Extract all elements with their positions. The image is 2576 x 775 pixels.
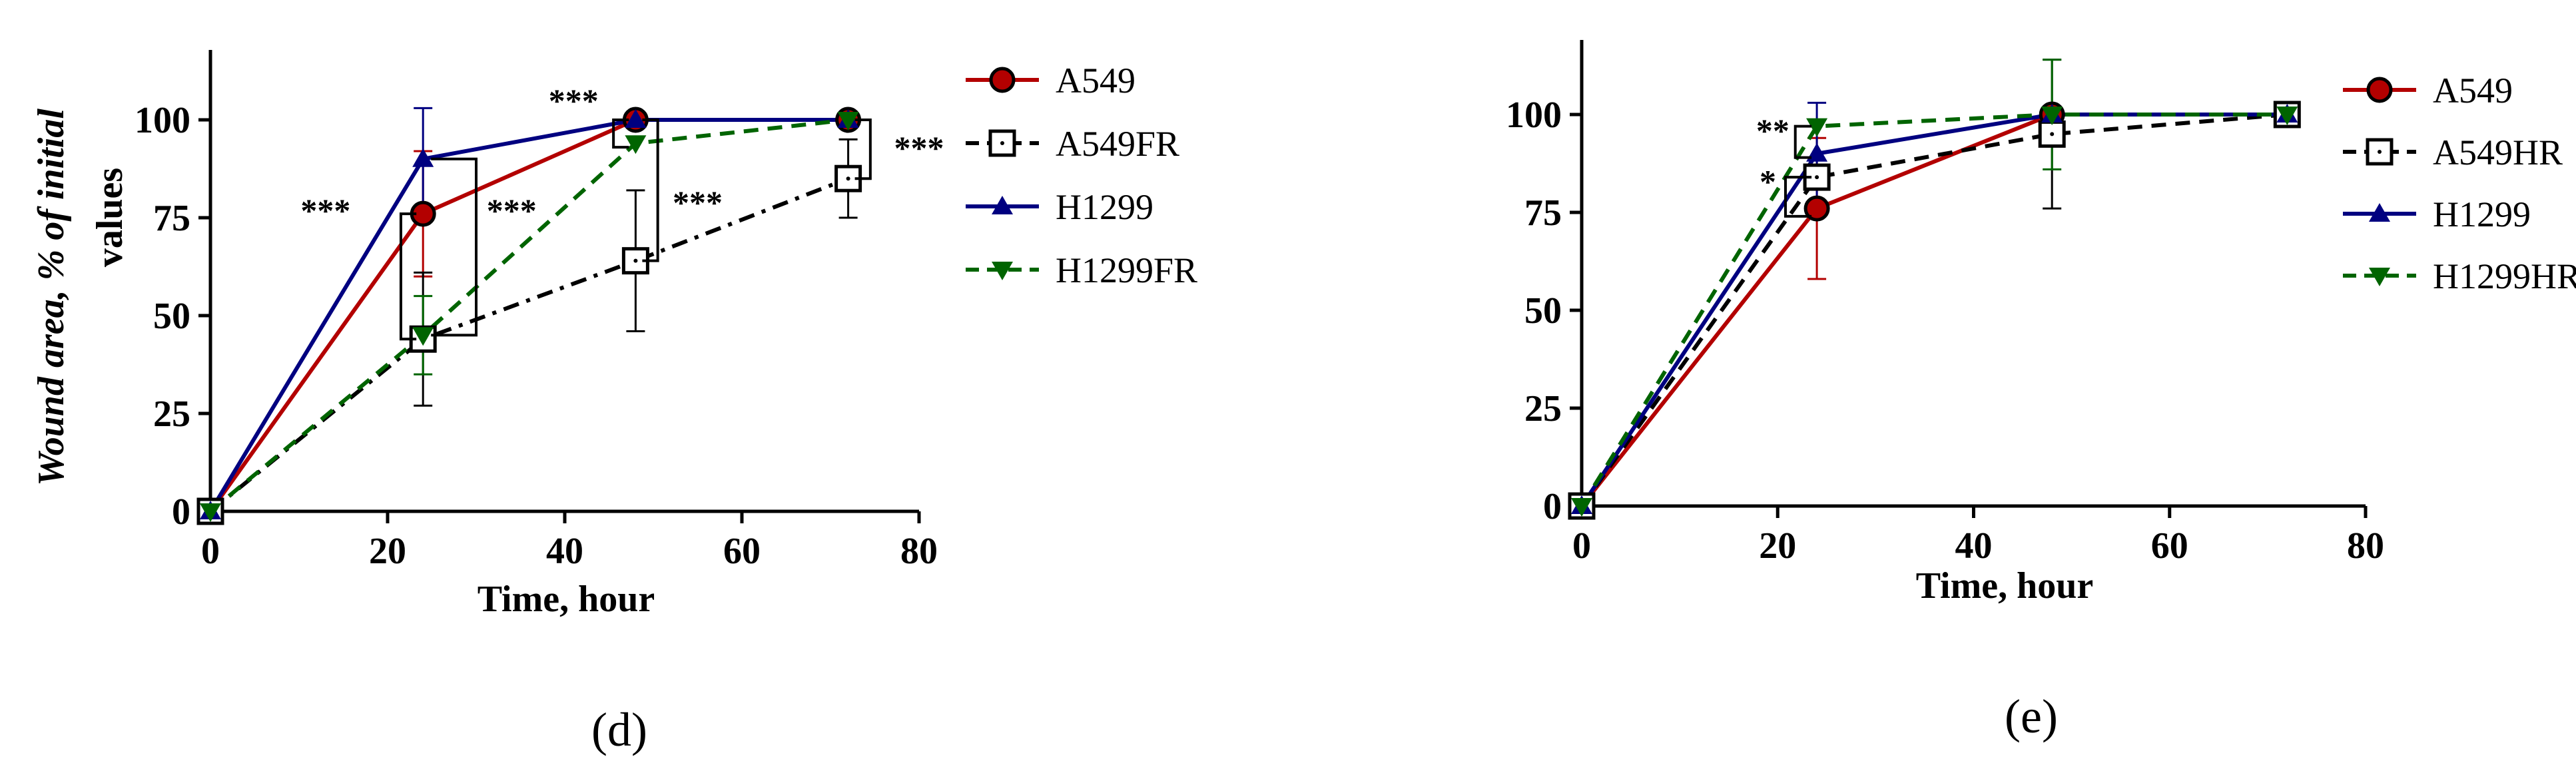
data-point-h1299hr [1571,498,1592,517]
x-axis-title: Time, hour [1916,565,2094,607]
x-tick-label: 80 [2347,525,2384,567]
x-tick-label: 20 [1759,525,1796,567]
legend-item-h1299: H1299 [2343,194,2531,234]
legend-label: A549FR [1056,124,1179,164]
y-tick-label: 75 [153,198,190,239]
data-point-h1299fr [837,112,859,130]
panel-d: 0 25 50 75 100 0 20 40 60 80 Time, hour Wound area,… [31,50,1197,756]
legend-label: H1299 [1056,187,1153,227]
significance-bracket [1784,176,1812,218]
legend-marker [992,196,1013,214]
legend-item-a549fr: A549FR [966,124,1179,164]
data-point-h1299hr [2041,107,2063,125]
y-tick-label: 0 [172,491,190,533]
legend-item-h1299hr: H1299HR [2343,256,2576,296]
legend-item-a549: A549 [966,61,1135,101]
y-tick-label: 100 [135,100,190,141]
significance-bracket [612,119,629,149]
legend-item-a549: A549 [2343,71,2513,111]
series-line-h1299 [1580,113,2288,507]
legend-label: H1299 [2433,194,2531,234]
data-point-h1299fr [412,327,434,346]
legend-label: H1299FR [1056,250,1197,290]
x-tick-label: 0 [201,531,220,572]
legend-marker [989,67,1016,93]
legend-marker [2369,268,2390,286]
legend-marker [2369,203,2390,222]
x-tick-label: 20 [369,531,406,572]
legend-item-a549hr: A549HR [2343,132,2563,172]
x-tick-label: 40 [546,531,583,572]
legend-item-h1299: H1299 [966,187,1153,227]
x-tick-label: 40 [1955,525,1993,567]
significance-bracket [1793,125,1812,159]
y-tick-label: 50 [1524,290,1562,332]
significance-label: * [1760,163,1776,200]
significance-label: *** [300,192,350,229]
data-point-h1299fr [200,503,221,522]
y-tick-label: 100 [1506,95,1562,136]
significance-label: *** [549,82,599,119]
legend-label: H1299HR [2433,256,2576,296]
x-axis-title: Time, hour [478,579,655,620]
series-line-a549hr [1580,113,2288,507]
data-point-a549 [1803,195,1830,222]
data-point-h1299hr [2276,107,2298,125]
panel-label: (e) [2005,690,2058,743]
series-line-h1299fr [209,118,848,513]
data-point-h1299 [412,148,434,167]
legend-marker [988,129,1016,157]
y-tick-label: 75 [1524,192,1562,234]
series-line-a549 [1580,113,2288,507]
legend-label: A549HR [2433,132,2563,172]
y-axis-title-line2: values [89,168,131,267]
y-tick-label: 25 [153,393,190,435]
y-axis-title: Wound area, % of initial [31,109,72,486]
panel-label: (d) [591,703,647,756]
significance-bracket [642,119,659,262]
legend-marker [992,262,1013,280]
data-point-h1299 [625,109,647,128]
significance-label: ** [1756,112,1789,149]
x-tick-label: 0 [1572,525,1591,567]
x-tick-label: 60 [2151,525,2188,567]
series-line-h1299 [208,118,848,513]
series-line-h1299hr [1580,113,2288,507]
legend-item-h1299fr: H1299FR [966,250,1197,290]
significance-label: *** [673,184,723,221]
legend-label: A549 [2433,71,2513,111]
series-line-a549fr [209,176,849,513]
significance-label: *** [487,192,537,229]
y-tick-label: 0 [1543,486,1562,527]
x-tick-label: 60 [723,531,761,572]
legend-marker [2366,77,2393,103]
significance-bracket [399,212,417,341]
legend-label: A549 [1056,61,1135,101]
y-tick-label: 50 [153,296,190,337]
significance-label: *** [894,129,944,166]
data-point-h1299hr [1806,118,1828,137]
significance-bracket [431,157,478,337]
y-tick-label: 25 [1524,388,1562,429]
x-tick-label: 80 [900,531,938,572]
significance-bracket [854,119,872,180]
data-point-h1299fr [625,135,647,154]
series-line-a549 [208,118,848,513]
